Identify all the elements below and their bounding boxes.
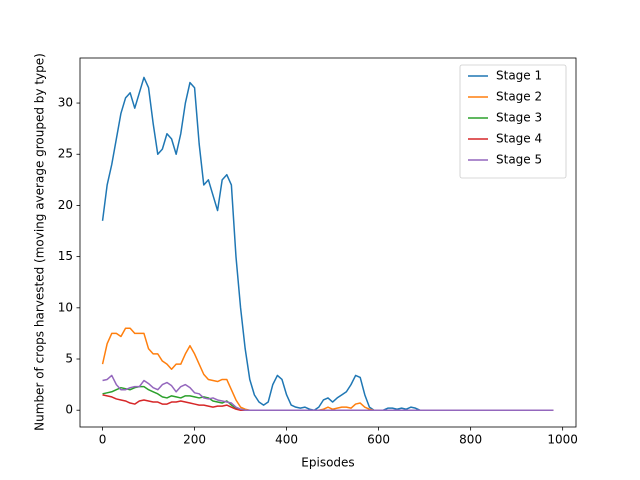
legend-label: Stage 3 bbox=[496, 111, 542, 125]
legend-box bbox=[459, 64, 567, 179]
legend-label: Stage 4 bbox=[496, 132, 542, 146]
y-tick-label: 20 bbox=[58, 198, 73, 212]
y-tick-label: 0 bbox=[65, 403, 73, 417]
y-tick-label: 15 bbox=[58, 249, 73, 263]
axes-frame bbox=[79, 57, 577, 428]
y-tick-label: 25 bbox=[58, 147, 73, 161]
legend-label: Stage 2 bbox=[496, 90, 542, 104]
x-tick-label: 400 bbox=[275, 433, 298, 447]
y-tick-label: 30 bbox=[58, 96, 73, 110]
y-axis-label: Number of crops harvested (moving averag… bbox=[33, 53, 47, 431]
y-tick-label: 5 bbox=[65, 352, 73, 366]
x-tick-label: 600 bbox=[367, 433, 390, 447]
x-tick-label: 0 bbox=[99, 433, 107, 447]
series-line bbox=[102, 374, 554, 411]
legend-label: Stage 1 bbox=[496, 69, 542, 83]
x-tick-label: 1000 bbox=[547, 433, 578, 447]
x-axis-label: Episodes bbox=[301, 456, 354, 470]
y-tick-label: 10 bbox=[58, 300, 73, 314]
x-tick-label: 800 bbox=[459, 433, 482, 447]
x-tick-label: 200 bbox=[183, 433, 206, 447]
legend-label: Stage 5 bbox=[496, 153, 542, 167]
